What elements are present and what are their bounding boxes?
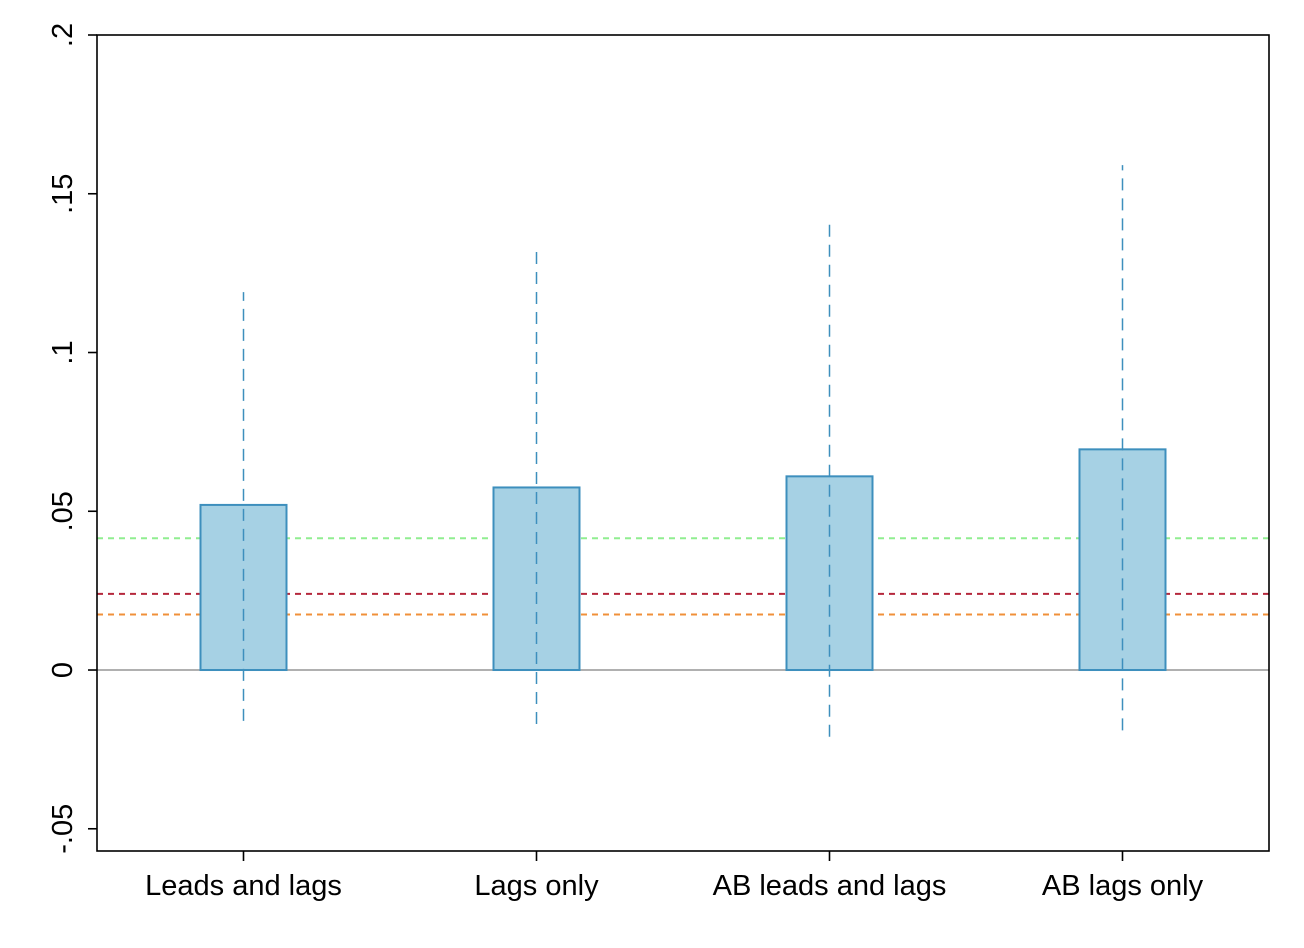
y-tick-label: .1 [47,340,79,364]
x-tick-label: AB leads and lags [713,870,947,902]
confidence-intervals [242,165,1124,737]
x-tick-label: Leads and lags [145,870,342,902]
y-tick-label: .2 [47,23,79,47]
x-ticks: Leads and lags Lags only AB leads and lags… [145,851,1204,902]
y-tick-label: 0 [47,662,79,678]
bars [199,448,1167,672]
y-tick-label: .15 [47,174,79,214]
y-ticks: -.05 0 .05 .1 .15 .2 [47,23,97,854]
x-tick-label: AB lags only [1042,870,1204,902]
y-tick-label: -.05 [47,804,79,854]
plot-frame [96,34,1270,852]
reference-lines [97,537,1269,672]
x-tick-label: Lags only [474,870,599,902]
y-tick-label: .05 [47,491,79,531]
